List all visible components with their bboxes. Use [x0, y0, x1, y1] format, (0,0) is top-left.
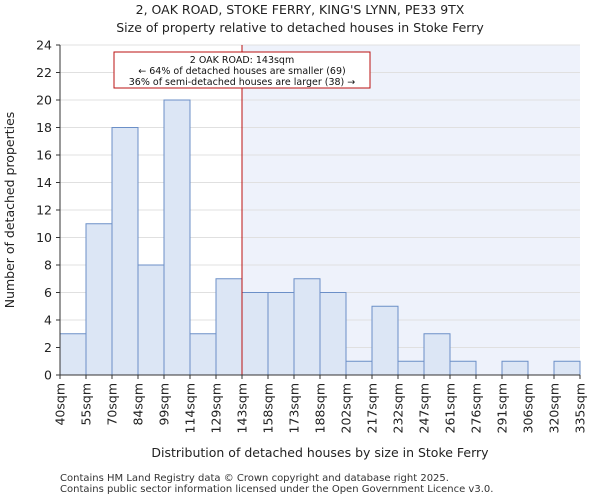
bar-40sqm — [59, 333, 87, 376]
bar-261sqm — [449, 360, 477, 376]
x-tick-label-247sqm: 247sqm — [417, 383, 432, 433]
bar-84sqm — [137, 264, 165, 376]
x-axis-label: Distribution of detached houses by size … — [151, 445, 489, 460]
x-tick-label-84sqm: 84sqm — [131, 383, 146, 426]
y-tick-label: 18 — [36, 120, 52, 135]
bar-232sqm — [397, 360, 425, 376]
bar-70sqm — [111, 127, 139, 376]
annotation-line-1: 2 OAK ROAD: 143sqm — [190, 55, 294, 66]
y-tick-label: 12 — [36, 203, 52, 218]
y-axis-label: Number of detached properties — [2, 112, 17, 309]
y-tick-label: 22 — [36, 65, 52, 80]
x-tick-label-320sqm: 320sqm — [547, 383, 562, 433]
annotation-box — [113, 51, 371, 89]
x-tick-label-306sqm: 306sqm — [521, 383, 536, 433]
x-tick-label-335sqm: 335sqm — [573, 383, 588, 433]
bar-99sqm — [163, 99, 191, 376]
y-tick-label: 14 — [36, 175, 52, 190]
x-tick-label-173sqm: 173sqm — [287, 383, 302, 433]
bar-320sqm — [553, 360, 581, 376]
chart-title: 2, OAK ROAD, STOKE FERRY, KING'S LYNN, P… — [136, 2, 465, 17]
y-tick-label: 2 — [44, 340, 52, 355]
x-tick-label-188sqm: 188sqm — [313, 383, 328, 433]
y-tick-label: 10 — [36, 230, 52, 245]
x-tick-label-129sqm: 129sqm — [209, 383, 224, 433]
bar-202sqm — [345, 360, 373, 376]
x-tick-label-232sqm: 232sqm — [391, 383, 406, 433]
y-tick-label: 0 — [44, 368, 52, 383]
bar-217sqm — [371, 305, 399, 376]
annotation-line-2: ← 64% of detached houses are smaller (69… — [138, 66, 345, 77]
x-tick-label-261sqm: 261sqm — [443, 383, 458, 433]
y-tick-label: 6 — [44, 285, 52, 300]
x-tick-label-40sqm: 40sqm — [53, 383, 68, 426]
x-tick-label-158sqm: 158sqm — [261, 383, 276, 433]
annotation-line-3: 36% of semi-detached houses are larger (… — [129, 77, 356, 88]
y-tick-label: 8 — [44, 258, 52, 273]
x-tick-label-291sqm: 291sqm — [495, 383, 510, 433]
footer-attribution: Contains HM Land Registry data © Crown c… — [60, 473, 493, 495]
footer-line-2: Contains public sector information licen… — [60, 484, 494, 495]
footer-line-1: Contains HM Land Registry data © Crown c… — [60, 473, 449, 484]
x-tick-label-217sqm: 217sqm — [365, 383, 380, 433]
chart-subtitle: Size of property relative to detached ho… — [116, 20, 484, 35]
x-tick-label-202sqm: 202sqm — [339, 383, 354, 433]
bar-173sqm — [293, 278, 321, 376]
bar-143sqm — [241, 292, 269, 376]
bar-188sqm — [319, 292, 347, 376]
x-tick-label-276sqm: 276sqm — [469, 383, 484, 433]
bar-158sqm — [267, 292, 295, 376]
y-tick-label: 20 — [36, 93, 52, 108]
x-tick-label-99sqm: 99sqm — [157, 383, 172, 426]
x-tick-label-70sqm: 70sqm — [105, 383, 120, 426]
y-tick-label: 24 — [36, 38, 52, 53]
y-tick-label: 4 — [44, 313, 52, 328]
x-tick-label-55sqm: 55sqm — [79, 383, 94, 426]
x-tick-label-143sqm: 143sqm — [235, 383, 250, 433]
x-tick-label-114sqm: 114sqm — [183, 383, 198, 433]
bar-114sqm — [189, 333, 217, 376]
bar-247sqm — [423, 333, 451, 376]
bar-291sqm — [501, 360, 529, 376]
y-tick-label: 16 — [36, 148, 52, 163]
bar-55sqm — [85, 223, 113, 376]
bar-129sqm — [215, 278, 243, 376]
